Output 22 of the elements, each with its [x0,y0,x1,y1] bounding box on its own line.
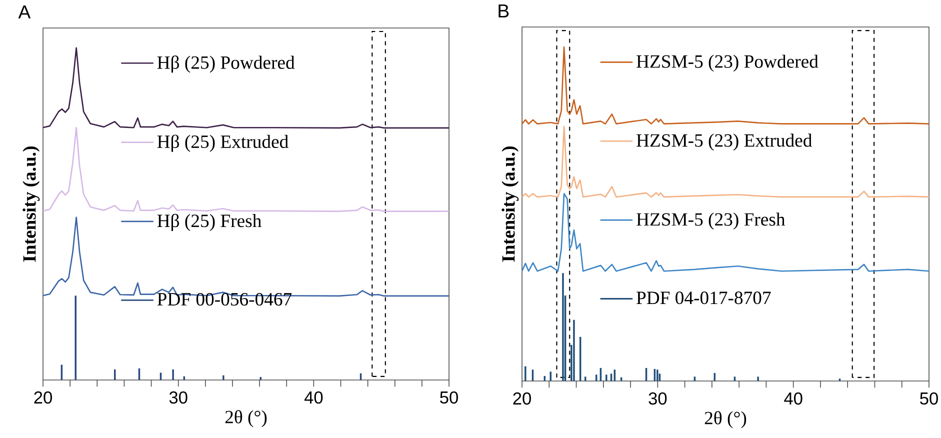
legend-label: Hβ (25) Fresh [157,214,262,231]
x-axis-title: 2θ (°) [225,410,267,428]
chart-title: B [498,4,509,18]
x-tick-label: 20 [34,391,52,404]
legend-label: HZSM-5 (23) Extruded [636,134,812,151]
x-tick-label: 50 [440,391,458,404]
legend-label: PDF 00-056-0467 [157,292,292,306]
x-tick-label: 40 [784,392,802,405]
x-tick-label: 50 [920,392,938,405]
legend-label: PDF 04-017-8707 [636,292,771,304]
legend-label: HZSM-5 (23) Powdered [636,54,818,72]
legend-label: HZSM-5 (23) Fresh [636,212,786,230]
chart-title: A [18,6,31,18]
y-axis-title: Intensity (a.u.) [502,146,519,262]
legend-label: Hβ (25) Powdered [157,56,295,73]
x-tick-label: 30 [169,391,188,404]
y-axis-title: Intensity (a.u.) [22,146,40,262]
x-tick-label: 40 [304,391,323,404]
x-axis-title: 2θ (°) [704,411,746,428]
x-tick-label: 30 [648,392,667,405]
x-tick-label: 20 [513,392,531,405]
legend-label: Hβ (25) Extruded [157,134,288,152]
